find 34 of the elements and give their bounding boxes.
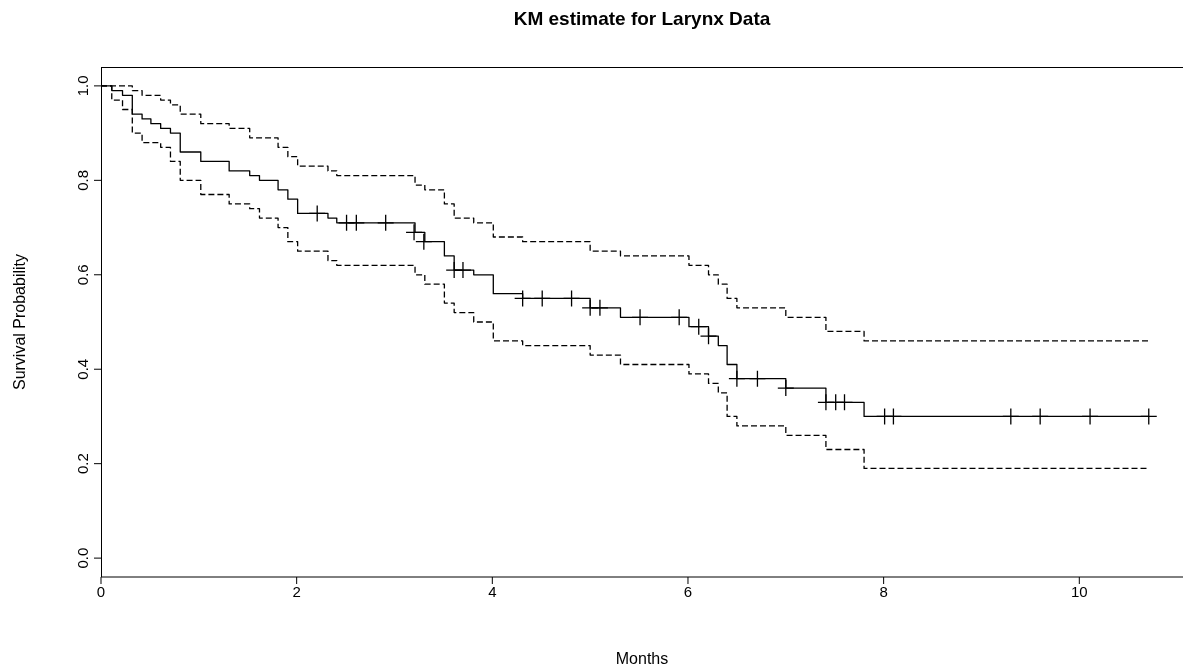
point xyxy=(728,370,746,388)
x-tick-label: 2 xyxy=(292,582,301,600)
point xyxy=(347,214,365,232)
point xyxy=(454,261,472,279)
x-tick-label: 8 xyxy=(879,582,888,600)
point xyxy=(1002,407,1020,426)
point xyxy=(562,289,581,308)
point xyxy=(1081,407,1099,426)
y-tick-label: 0.2 xyxy=(74,453,91,475)
x-tick-label: 6 xyxy=(683,582,693,600)
point xyxy=(533,289,551,308)
point xyxy=(514,289,532,308)
y-axis-title: Survival Probability xyxy=(11,253,29,391)
y-tick-label: 0.6 xyxy=(74,264,91,286)
point xyxy=(377,214,395,232)
point xyxy=(631,308,649,326)
point xyxy=(835,393,854,411)
y-tick-label: 0.8 xyxy=(74,169,91,191)
point xyxy=(777,379,795,397)
x-axis-title: Months xyxy=(614,650,670,668)
y-tick-label: 1.0 xyxy=(74,75,91,97)
x-tick-label: 0 xyxy=(96,582,106,600)
point xyxy=(591,299,609,317)
point xyxy=(748,370,767,388)
point xyxy=(670,308,688,326)
x-tick-label: 10 xyxy=(1070,582,1088,600)
point xyxy=(1140,407,1158,426)
y-tick-label: 0.4 xyxy=(74,358,91,380)
point xyxy=(884,407,903,426)
point xyxy=(308,204,326,223)
point xyxy=(1031,407,1049,426)
chart-title: KM estimate for Larynx Data xyxy=(512,8,772,30)
y-tick-label: 0.0 xyxy=(74,547,91,569)
x-tick-label: 4 xyxy=(488,582,497,600)
